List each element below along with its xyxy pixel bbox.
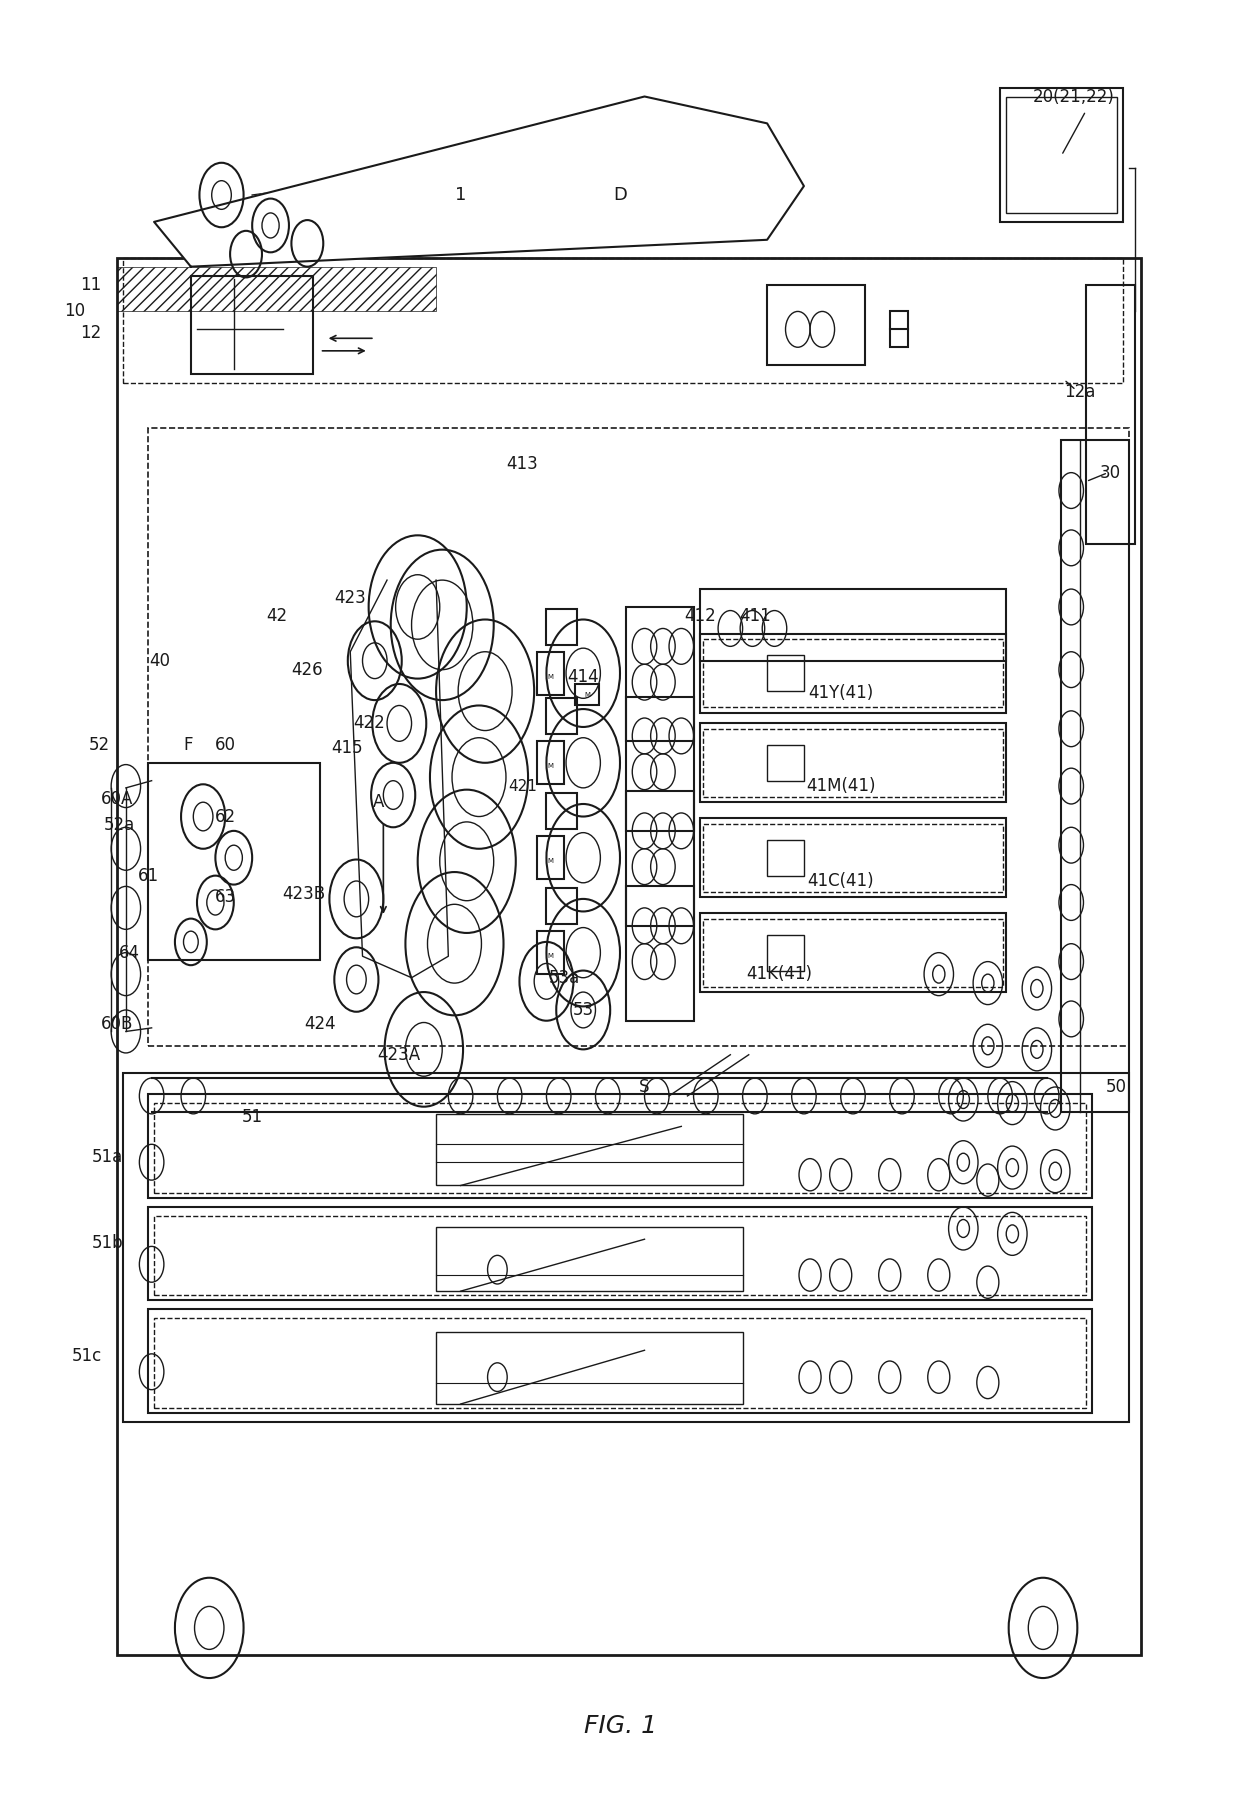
Text: 30: 30: [1100, 464, 1121, 482]
Bar: [890, 312, 908, 347]
Text: 424: 424: [304, 1014, 335, 1032]
Bar: [768, 839, 804, 875]
Text: 426: 426: [291, 661, 324, 679]
Bar: [436, 1114, 743, 1186]
Text: 42: 42: [267, 606, 288, 625]
Text: M: M: [547, 953, 553, 958]
Text: 51b: 51b: [92, 1235, 123, 1253]
Bar: [191, 276, 314, 374]
Text: 51a: 51a: [92, 1148, 123, 1166]
Text: 52a: 52a: [104, 816, 135, 834]
Bar: [768, 655, 804, 691]
Bar: [626, 791, 693, 926]
Text: 41Y(41): 41Y(41): [808, 684, 873, 702]
Bar: [626, 606, 693, 742]
Bar: [124, 1072, 1128, 1422]
Text: 422: 422: [352, 715, 384, 733]
Text: 41M(41): 41M(41): [806, 778, 875, 794]
Bar: [154, 1217, 1086, 1294]
Text: M: M: [547, 764, 553, 769]
Bar: [547, 608, 577, 644]
Bar: [1061, 440, 1128, 1112]
Bar: [148, 1309, 1092, 1413]
Bar: [547, 888, 577, 924]
Text: A: A: [373, 792, 384, 810]
Bar: [148, 1208, 1092, 1300]
Text: 51c: 51c: [72, 1347, 102, 1365]
Bar: [148, 1094, 1092, 1199]
Text: D: D: [613, 186, 627, 204]
Bar: [768, 745, 804, 782]
Bar: [154, 1103, 1086, 1193]
Bar: [547, 699, 577, 735]
Text: 41K(41): 41K(41): [746, 966, 812, 984]
Text: 50: 50: [1106, 1078, 1127, 1096]
Text: 53a: 53a: [549, 969, 580, 987]
Text: M: M: [584, 691, 590, 699]
Text: M: M: [547, 673, 553, 680]
Bar: [703, 823, 1003, 892]
Text: 414: 414: [568, 668, 599, 686]
Bar: [699, 634, 1006, 713]
Text: 60: 60: [215, 736, 236, 754]
Text: 12a: 12a: [1064, 383, 1095, 401]
Bar: [1006, 96, 1116, 213]
Bar: [436, 1227, 743, 1291]
Text: 62: 62: [215, 807, 236, 825]
Text: 421: 421: [508, 778, 538, 794]
Text: 413: 413: [506, 455, 538, 473]
Text: M: M: [547, 859, 553, 865]
Text: 61: 61: [138, 866, 159, 884]
Text: 423: 423: [335, 588, 366, 606]
Bar: [148, 428, 1128, 1045]
Text: 423B: 423B: [283, 884, 325, 902]
Text: S: S: [640, 1078, 650, 1096]
Text: 53: 53: [573, 1002, 594, 1020]
Bar: [574, 684, 599, 706]
Bar: [768, 935, 804, 971]
Bar: [626, 886, 693, 1020]
Text: 411: 411: [739, 606, 771, 625]
Bar: [699, 588, 1006, 661]
Bar: [436, 1332, 743, 1404]
Bar: [547, 792, 577, 828]
Bar: [154, 1318, 1086, 1408]
Bar: [699, 724, 1006, 801]
Text: 12: 12: [79, 323, 100, 341]
Text: FIG. 1: FIG. 1: [584, 1715, 656, 1738]
Text: 10: 10: [63, 303, 86, 321]
Bar: [1001, 88, 1122, 222]
Bar: [148, 764, 320, 960]
Text: 52: 52: [88, 736, 109, 754]
Bar: [699, 818, 1006, 897]
Text: 60B: 60B: [102, 1014, 134, 1032]
Bar: [699, 913, 1006, 993]
Text: 423A: 423A: [378, 1045, 420, 1063]
Bar: [118, 258, 1141, 1655]
Text: 60A: 60A: [102, 789, 134, 807]
Text: 1: 1: [455, 186, 466, 204]
Text: 63: 63: [215, 888, 236, 906]
Bar: [1086, 285, 1135, 545]
Text: 40: 40: [150, 652, 171, 670]
Text: 415: 415: [331, 740, 362, 758]
Bar: [703, 729, 1003, 796]
Text: F: F: [184, 736, 193, 754]
Polygon shape: [154, 96, 804, 267]
Text: 41C(41): 41C(41): [807, 872, 874, 890]
Text: 51: 51: [242, 1108, 263, 1126]
Bar: [626, 697, 693, 830]
Text: 412: 412: [683, 606, 715, 625]
Bar: [703, 639, 1003, 708]
Bar: [537, 652, 564, 695]
Bar: [703, 919, 1003, 987]
Bar: [124, 258, 1122, 383]
Bar: [768, 285, 866, 365]
Text: 64: 64: [119, 944, 140, 962]
Text: 20(21,22): 20(21,22): [1033, 87, 1115, 105]
Text: 11: 11: [79, 276, 100, 294]
Bar: [537, 931, 564, 975]
Bar: [537, 836, 564, 879]
Bar: [537, 742, 564, 785]
